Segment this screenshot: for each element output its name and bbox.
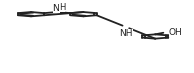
Text: N: N	[53, 4, 60, 13]
Text: NH: NH	[119, 29, 133, 38]
Text: H: H	[59, 3, 65, 12]
Text: OH: OH	[169, 28, 183, 37]
